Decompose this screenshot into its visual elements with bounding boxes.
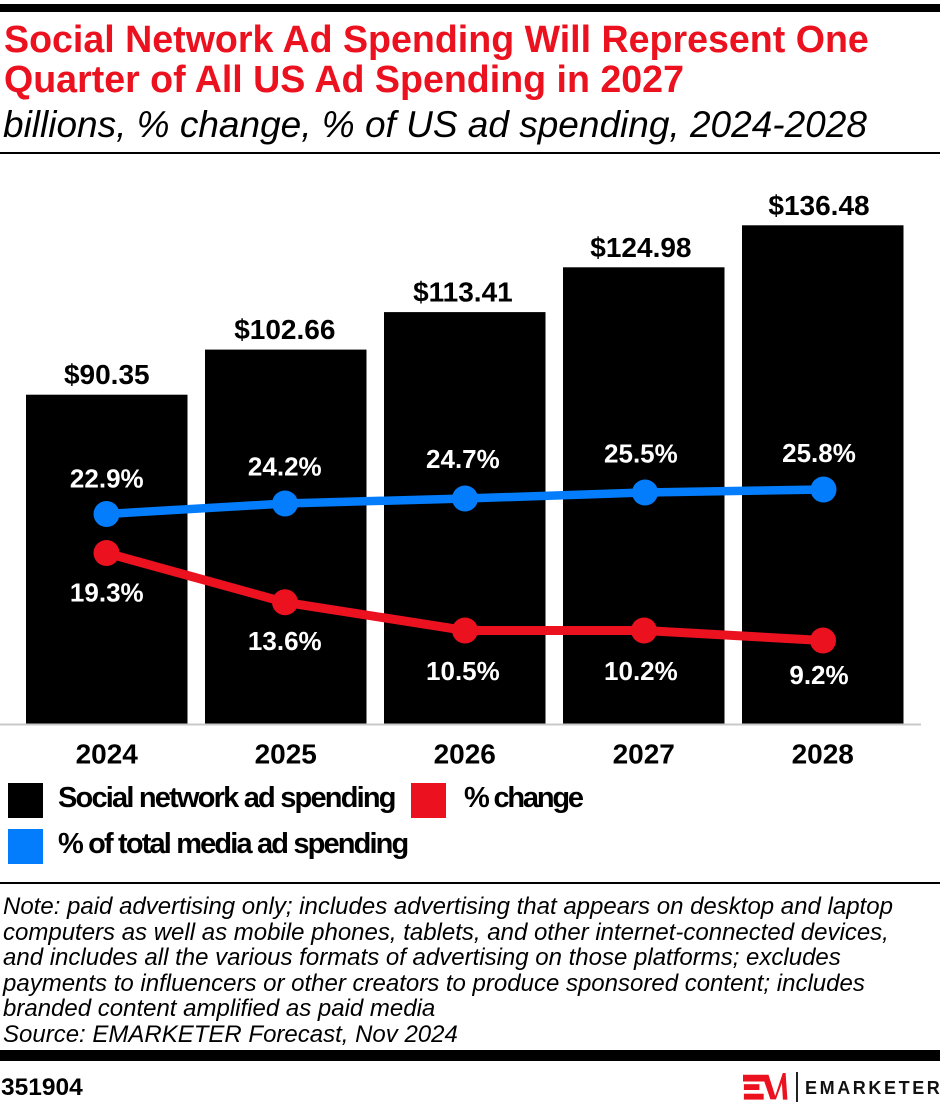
svg-text:2027: 2027 bbox=[613, 739, 675, 770]
svg-text:2025: 2025 bbox=[255, 739, 317, 770]
svg-text:2028: 2028 bbox=[792, 739, 854, 770]
svg-text:2026: 2026 bbox=[434, 739, 496, 770]
svg-text:24.7%: 24.7% bbox=[426, 444, 500, 474]
svg-text:2024: 2024 bbox=[76, 739, 139, 770]
svg-text:9.2%: 9.2% bbox=[789, 660, 848, 690]
svg-text:10.5%: 10.5% bbox=[426, 656, 500, 686]
svg-text:$136.48: $136.48 bbox=[768, 190, 869, 221]
svg-text:25.5%: 25.5% bbox=[604, 438, 678, 468]
svg-text:25.8%: 25.8% bbox=[782, 438, 856, 468]
svg-text:$124.98: $124.98 bbox=[590, 232, 691, 263]
svg-text:19.3%: 19.3% bbox=[70, 577, 144, 607]
svg-text:13.6%: 13.6% bbox=[248, 626, 322, 656]
svg-text:$90.35: $90.35 bbox=[64, 359, 150, 390]
svg-text:$102.66: $102.66 bbox=[234, 314, 335, 345]
svg-text:22.9%: 22.9% bbox=[70, 464, 144, 494]
svg-text:$113.41: $113.41 bbox=[413, 277, 513, 308]
svg-text:10.2%: 10.2% bbox=[604, 656, 678, 686]
svg-text:24.2%: 24.2% bbox=[248, 452, 322, 482]
